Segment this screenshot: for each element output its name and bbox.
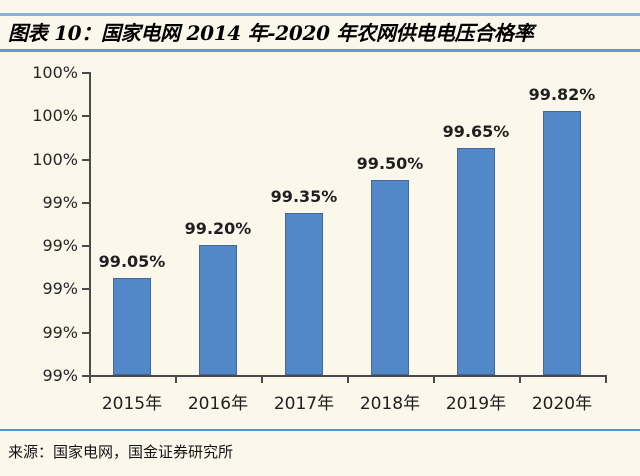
- y-tick-label: 99%: [42, 322, 78, 342]
- y-axis-tick: [82, 158, 89, 161]
- y-axis-tick: [82, 331, 89, 334]
- x-category-label: 2015年: [101, 394, 163, 414]
- x-category-label: 2016年: [187, 394, 249, 414]
- figure-title: 图表 10：国家电网 2014 年-2020 年农网供电电压合格率: [8, 21, 534, 45]
- bar: [371, 180, 409, 375]
- bar-chart: 100% 100% 100% 99% 99% 99% 99% 99% 99.05% 2015年 99…: [0, 52, 640, 422]
- bar: [285, 213, 323, 375]
- y-tick-label: 100%: [32, 63, 78, 82]
- y-tick-label: 99%: [42, 279, 78, 299]
- bar: [543, 111, 581, 375]
- bar-value-label: 99.50%: [356, 154, 424, 173]
- y-axis-tick: [82, 288, 89, 291]
- y-axis-tick: [82, 72, 89, 74]
- x-axis-line: [89, 375, 607, 377]
- y-axis-tick: [82, 115, 89, 118]
- y-tick-label: 99%: [42, 236, 78, 256]
- bar: [457, 148, 495, 375]
- x-category-label: 2019年: [445, 394, 507, 414]
- bar: [199, 245, 237, 375]
- top-divider: [0, 13, 640, 16]
- bar-value-label: 99.05%: [98, 252, 166, 271]
- x-axis-tick: [433, 377, 435, 383]
- x-category-label: 2018年: [359, 394, 421, 414]
- x-axis-tick: [347, 377, 349, 383]
- x-axis-tick: [519, 377, 521, 383]
- x-category-label: 2020年: [531, 394, 593, 414]
- bar: [113, 278, 151, 375]
- bar-value-label: 99.20%: [184, 219, 252, 238]
- y-axis-line: [89, 72, 91, 377]
- x-category-label: 2017年: [273, 394, 335, 414]
- x-axis-tick: [89, 377, 91, 383]
- y-tick-label: 100%: [32, 106, 78, 126]
- y-tick-label: 99%: [42, 192, 78, 212]
- title-divider: [0, 49, 640, 52]
- bar-value-label: 99.65%: [442, 122, 510, 141]
- y-axis-tick: [82, 375, 89, 377]
- y-axis-tick: [82, 201, 89, 204]
- bar-value-label: 99.82%: [528, 85, 596, 104]
- x-axis-tick: [605, 377, 607, 383]
- y-axis-tick: [82, 245, 89, 248]
- bottom-divider: [0, 429, 640, 431]
- y-tick-label: 100%: [32, 149, 78, 169]
- bar-value-label: 99.35%: [270, 187, 338, 206]
- y-tick-label: 99%: [42, 366, 78, 385]
- x-axis-tick: [175, 377, 177, 383]
- x-axis-tick: [261, 377, 263, 383]
- source-note: 来源：国家电网，国金证券研究所: [8, 443, 234, 461]
